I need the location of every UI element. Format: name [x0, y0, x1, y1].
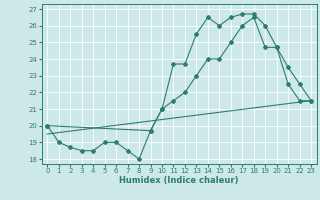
X-axis label: Humidex (Indice chaleur): Humidex (Indice chaleur)	[119, 176, 239, 185]
